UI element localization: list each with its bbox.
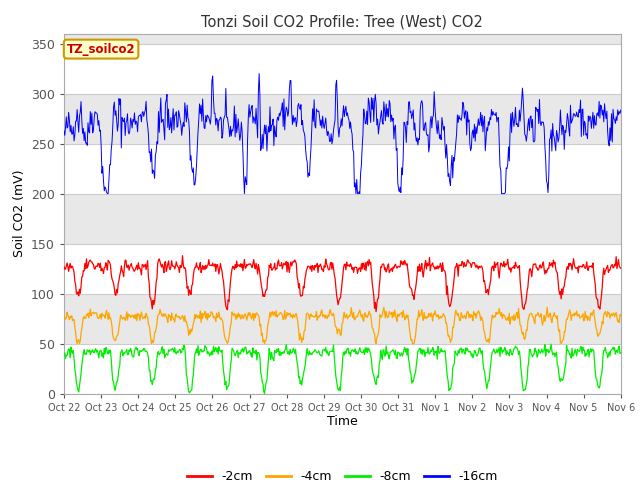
Bar	[64, 243, 621, 294]
Bar	[64, 34, 621, 44]
Bar	[64, 144, 621, 193]
Bar	[64, 44, 621, 94]
Text: TZ_soilco2: TZ_soilco2	[67, 43, 136, 56]
Title: Tonzi Soil CO2 Profile: Tree (West) CO2: Tonzi Soil CO2 Profile: Tree (West) CO2	[202, 15, 483, 30]
Bar	[64, 294, 621, 344]
X-axis label: Time: Time	[327, 415, 358, 429]
Bar	[64, 193, 621, 243]
Y-axis label: Soil CO2 (mV): Soil CO2 (mV)	[13, 170, 26, 257]
Bar	[64, 94, 621, 144]
Bar	[64, 344, 621, 394]
Legend: -2cm, -4cm, -8cm, -16cm: -2cm, -4cm, -8cm, -16cm	[182, 465, 503, 480]
